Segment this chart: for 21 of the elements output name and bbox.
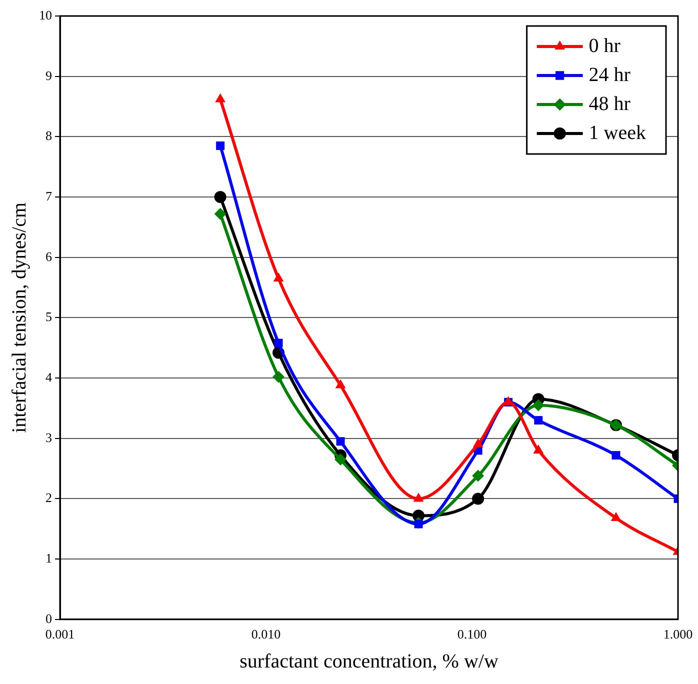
y-tick-label: 8 xyxy=(46,128,52,144)
y-tick-label: 4 xyxy=(46,369,52,384)
y-tick-label: 3 xyxy=(46,430,52,445)
x-tick-label: 0.100 xyxy=(457,626,487,642)
y-tick-label: 5 xyxy=(46,309,52,324)
y-axis-title: interfacial tension, dynes/cm xyxy=(8,202,30,433)
legend-label: 48 hr xyxy=(588,92,631,115)
y-tick-label: 0 xyxy=(46,610,52,626)
x-tick-label: 0.001 xyxy=(45,626,75,642)
x-tick-label: 1.000 xyxy=(663,626,693,642)
legend-label: 1 week xyxy=(588,122,646,144)
legend-label: 0 hr xyxy=(588,34,621,57)
y-tick-label: 6 xyxy=(46,248,52,264)
y-tick-label: 7 xyxy=(46,188,52,204)
y-tick-label: 2 xyxy=(46,490,52,506)
x-axis-title: surfactant concentration, % w/w xyxy=(240,650,499,672)
y-tick-label: 9 xyxy=(46,68,52,83)
x-tick-label: 0.010 xyxy=(251,626,281,642)
y-tick-label: 1 xyxy=(46,550,52,566)
legend-label: 24 hr xyxy=(588,64,631,86)
y-tick-label: 10 xyxy=(39,7,52,22)
